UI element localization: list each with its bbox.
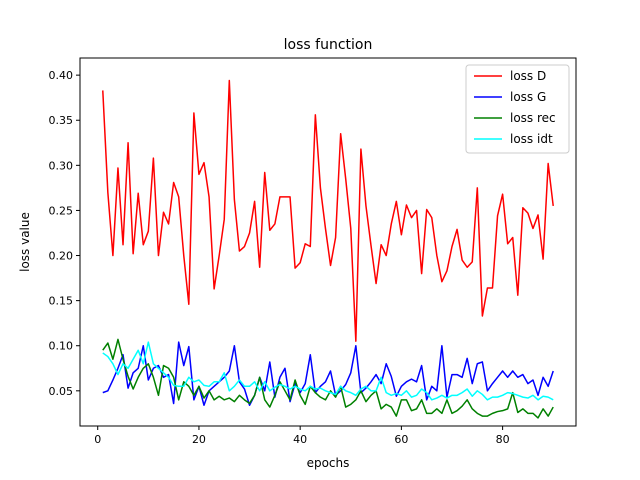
legend-label-loss-idt: loss idt bbox=[510, 132, 553, 146]
x-tick-label: 80 bbox=[496, 433, 510, 446]
x-tick-label: 20 bbox=[192, 433, 206, 446]
legend-box bbox=[465, 64, 570, 154]
legend-label-loss-d: loss D bbox=[510, 69, 546, 83]
x-tick-label: 60 bbox=[394, 433, 408, 446]
plot-frame bbox=[79, 57, 577, 427]
legend-label-loss-g: loss G bbox=[510, 90, 546, 104]
y-tick-label: 0.20 bbox=[49, 250, 74, 263]
legend-label-loss-rec: loss rec bbox=[510, 111, 556, 125]
y-tick-label: 0.05 bbox=[49, 385, 74, 398]
y-tick-label: 0.40 bbox=[49, 69, 74, 82]
y-tick-label: 0.15 bbox=[49, 295, 74, 308]
series-line-loss-d bbox=[102, 79, 554, 342]
y-tick-label: 0.35 bbox=[49, 114, 74, 127]
x-tick-label: 0 bbox=[94, 433, 101, 446]
x-axis: 0 20 40 60 80 bbox=[94, 426, 510, 446]
x-axis-label: epochs bbox=[307, 456, 350, 470]
chart-title: loss function bbox=[284, 37, 373, 53]
series-line-loss-idt bbox=[102, 341, 554, 401]
series-line-loss-rec bbox=[102, 338, 554, 419]
y-axis-label: loss value bbox=[18, 212, 32, 272]
y-axis: 0.05 0.10 0.15 0.20 0.25 0.30 0.35 0.40 bbox=[49, 69, 80, 398]
y-tick-label: 0.25 bbox=[49, 204, 74, 217]
y-tick-label: 0.10 bbox=[49, 340, 74, 353]
series-layer bbox=[102, 79, 554, 419]
series-line-loss-g bbox=[102, 341, 554, 406]
x-tick-label: 40 bbox=[293, 433, 307, 446]
y-tick-label: 0.30 bbox=[49, 159, 74, 172]
legend: loss D loss G loss rec loss idt bbox=[465, 64, 570, 154]
